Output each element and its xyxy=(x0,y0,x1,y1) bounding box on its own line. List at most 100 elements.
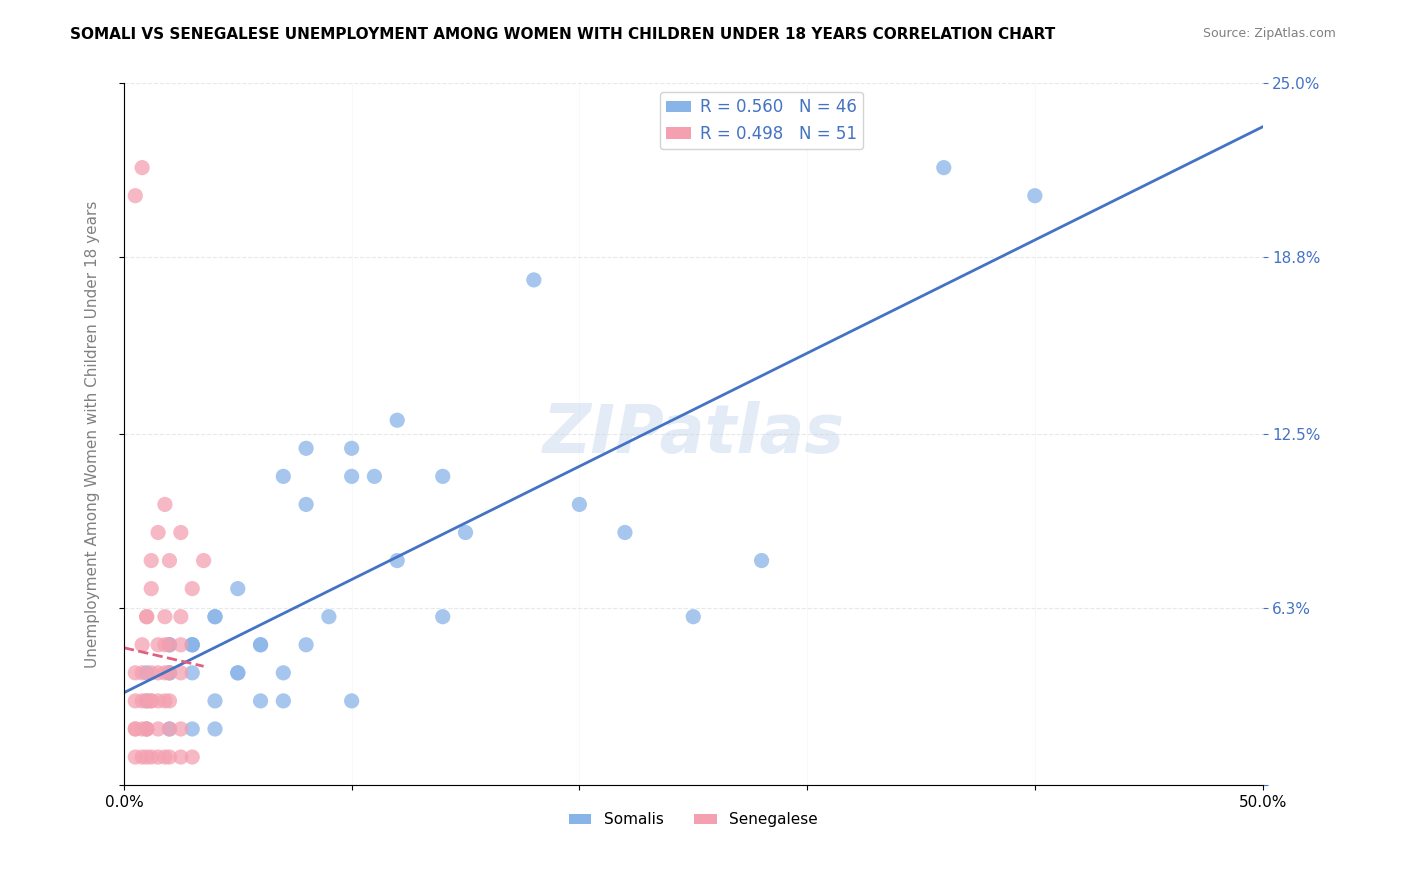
Point xyxy=(295,442,318,456)
Point xyxy=(146,525,169,540)
Point xyxy=(146,694,169,708)
Point xyxy=(131,638,153,652)
Point xyxy=(135,665,157,680)
Point xyxy=(131,722,153,736)
Point xyxy=(135,694,157,708)
Point xyxy=(454,525,477,540)
Point xyxy=(273,665,295,680)
Point xyxy=(181,638,204,652)
Point xyxy=(170,750,193,764)
Point xyxy=(159,722,181,736)
Point xyxy=(159,665,181,680)
Point xyxy=(159,638,181,652)
Point xyxy=(141,694,163,708)
Point xyxy=(159,750,181,764)
Y-axis label: Unemployment Among Women with Children Under 18 years: Unemployment Among Women with Children U… xyxy=(86,201,100,668)
Point xyxy=(204,609,226,624)
Point xyxy=(159,553,181,567)
Point xyxy=(153,665,176,680)
Point xyxy=(226,582,249,596)
Point xyxy=(124,750,146,764)
Point xyxy=(181,582,204,596)
Point xyxy=(193,553,215,567)
Point xyxy=(170,525,193,540)
Point xyxy=(432,469,454,483)
Point xyxy=(273,694,295,708)
Point xyxy=(159,665,181,680)
Point xyxy=(181,665,204,680)
Point xyxy=(613,525,636,540)
Point xyxy=(135,694,157,708)
Point xyxy=(124,665,146,680)
Point xyxy=(170,722,193,736)
Point xyxy=(387,413,409,427)
Point xyxy=(204,609,226,624)
Point xyxy=(159,638,181,652)
Point xyxy=(170,665,193,680)
Point xyxy=(682,609,704,624)
Point xyxy=(135,722,157,736)
Point xyxy=(146,665,169,680)
Text: ZIPatlas: ZIPatlas xyxy=(543,401,844,467)
Point xyxy=(153,750,176,764)
Point xyxy=(159,638,181,652)
Point xyxy=(432,609,454,624)
Point xyxy=(340,694,363,708)
Point xyxy=(204,722,226,736)
Point xyxy=(146,722,169,736)
Point xyxy=(141,582,163,596)
Point xyxy=(124,722,146,736)
Point xyxy=(318,609,340,624)
Point xyxy=(226,665,249,680)
Point xyxy=(135,609,157,624)
Point xyxy=(226,665,249,680)
Point xyxy=(141,694,163,708)
Point xyxy=(295,498,318,512)
Point xyxy=(159,722,181,736)
Point xyxy=(181,638,204,652)
Point xyxy=(141,750,163,764)
Point xyxy=(273,469,295,483)
Point xyxy=(170,638,193,652)
Point xyxy=(146,750,169,764)
Point xyxy=(568,498,591,512)
Point xyxy=(131,161,153,175)
Point xyxy=(340,469,363,483)
Point xyxy=(249,638,271,652)
Point xyxy=(751,553,773,567)
Point xyxy=(135,722,157,736)
Point xyxy=(340,442,363,456)
Point xyxy=(131,665,153,680)
Point xyxy=(1024,188,1046,202)
Point xyxy=(153,694,176,708)
Point xyxy=(204,694,226,708)
Point xyxy=(523,273,546,287)
Point xyxy=(363,469,385,483)
Text: Source: ZipAtlas.com: Source: ZipAtlas.com xyxy=(1202,27,1336,40)
Point xyxy=(170,609,193,624)
Point xyxy=(131,750,153,764)
Point xyxy=(181,722,204,736)
Point xyxy=(181,638,204,652)
Point xyxy=(153,638,176,652)
Point xyxy=(249,694,271,708)
Legend: Somalis, Senegalese: Somalis, Senegalese xyxy=(562,806,824,834)
Point xyxy=(131,694,153,708)
Point xyxy=(124,188,146,202)
Point xyxy=(387,553,409,567)
Point xyxy=(295,638,318,652)
Point xyxy=(124,694,146,708)
Point xyxy=(135,722,157,736)
Point xyxy=(932,161,955,175)
Point xyxy=(135,750,157,764)
Point xyxy=(181,750,204,764)
Text: SOMALI VS SENEGALESE UNEMPLOYMENT AMONG WOMEN WITH CHILDREN UNDER 18 YEARS CORRE: SOMALI VS SENEGALESE UNEMPLOYMENT AMONG … xyxy=(70,27,1056,42)
Point xyxy=(141,553,163,567)
Point xyxy=(153,498,176,512)
Point xyxy=(159,665,181,680)
Point xyxy=(146,638,169,652)
Point xyxy=(135,609,157,624)
Point xyxy=(249,638,271,652)
Point xyxy=(159,694,181,708)
Point xyxy=(141,665,163,680)
